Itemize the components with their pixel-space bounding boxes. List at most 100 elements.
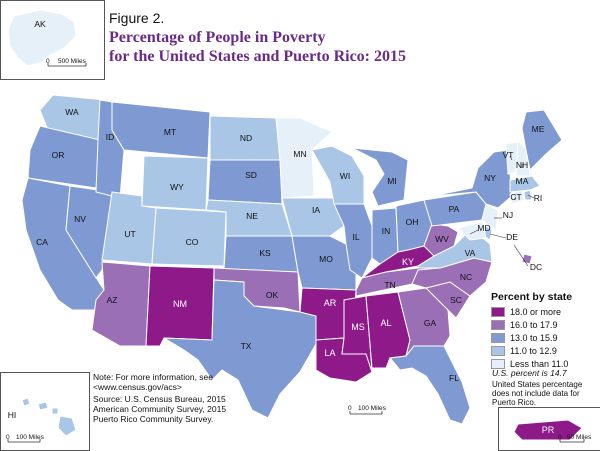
label-TX: TX: [241, 341, 252, 351]
label-GA: GA: [424, 318, 437, 328]
label-MD: MD: [477, 223, 490, 233]
main-scale-value: 100 Miles: [358, 405, 386, 412]
state-MA[interactable]: [509, 175, 541, 193]
state-ME[interactable]: [521, 109, 563, 172]
legend-swatch: [491, 346, 505, 356]
legend-swatch: [491, 307, 505, 317]
label-PR: PR: [542, 425, 555, 435]
main-scale-zero: 0: [348, 405, 352, 412]
legend-label: 16.0 to 17.9: [510, 320, 558, 330]
legend-item: Less than 11.0: [491, 358, 596, 370]
label-RI: RI: [534, 193, 543, 203]
source-line-3: Puerto Rico Community Survey.: [93, 414, 214, 424]
state-SD[interactable]: [207, 159, 283, 205]
label-FL: FL: [449, 373, 459, 383]
ak-scale-zero: 0: [46, 58, 50, 65]
source-line-2: American Community Survey, 2015: [93, 404, 227, 414]
label-WI: WI: [340, 171, 350, 181]
state-MI[interactable]: [351, 147, 409, 207]
label-KS: KS: [259, 248, 271, 258]
hi-scale-zero: 0: [6, 434, 10, 441]
label-MA: MA: [516, 176, 529, 186]
source-note: Source: U.S. Census Bureau, 2015 America…: [93, 394, 293, 424]
label-VT: VT: [503, 150, 514, 160]
label-UT: UT: [124, 229, 135, 239]
label-NE: NE: [246, 211, 258, 221]
label-ME: ME: [532, 124, 545, 134]
label-OR: OR: [52, 150, 65, 160]
label-IN: IN: [382, 226, 391, 236]
label-NC: NC: [460, 272, 472, 282]
label-WA: WA: [65, 107, 79, 117]
label-PA: PA: [449, 204, 460, 214]
label-NY: NY: [484, 173, 496, 183]
label-WV: WV: [435, 234, 449, 244]
label-IL: IL: [352, 232, 359, 242]
label-NM: NM: [173, 299, 187, 309]
legend: Percent by state 18.0 or more 16.0 to 17…: [491, 291, 596, 371]
hi-scale-value: 100 Miles: [16, 434, 44, 441]
source-line-1: Source: U.S. Census Bureau, 2015: [93, 394, 226, 404]
label-MN: MN: [293, 149, 306, 159]
legend-label: Less than 11.0: [510, 359, 569, 369]
state-MO[interactable]: [291, 235, 357, 291]
pr-scale-value: 50 Miles: [567, 434, 592, 441]
label-SC: SC: [450, 295, 462, 305]
state-DC[interactable]: [521, 253, 533, 265]
label-WY: WY: [170, 182, 184, 192]
state-HI[interactable]: [21, 397, 77, 437]
label-OH: OH: [406, 217, 419, 227]
state-NJ[interactable]: [481, 203, 499, 231]
label-HI: HI: [8, 410, 17, 420]
label-MO: MO: [319, 254, 333, 264]
legend-item: 11.0 to 12.9: [491, 345, 596, 357]
state-FL[interactable]: [389, 345, 471, 425]
legend-label: 13.0 to 15.9: [510, 333, 558, 343]
state-labels: AK WA OR CA ID NV MT WY UT AZ CO NM ND S…: [8, 19, 555, 435]
label-MS: MS: [351, 322, 365, 332]
label-AZ: AZ: [107, 295, 118, 305]
legend-item: 18.0 or more: [491, 306, 596, 318]
state-PR[interactable]: [513, 419, 583, 441]
state-MT[interactable]: [111, 101, 211, 159]
pr-scale-zero: 0: [558, 434, 562, 441]
state-WI[interactable]: [311, 145, 365, 205]
label-ND: ND: [240, 133, 252, 143]
us-percent-note: U.S. percent is 14.7: [492, 368, 567, 378]
label-VA: VA: [465, 248, 476, 258]
label-TN: TN: [384, 280, 395, 290]
state-OR[interactable]: [27, 125, 101, 189]
state-NH[interactable]: [515, 138, 531, 177]
label-ID: ID: [106, 132, 115, 142]
state-MN[interactable]: [275, 117, 333, 199]
label-MT: MT: [164, 127, 176, 137]
map-title: Percentage of People in Poverty for the …: [109, 28, 439, 66]
legend-item: 16.0 to 17.9: [491, 319, 596, 331]
legend-swatch: [491, 320, 505, 330]
state-VA[interactable]: [417, 233, 493, 269]
puerto-rico-note: United States percentage does not includ…: [492, 380, 583, 407]
label-KY: KY: [402, 257, 414, 267]
label-NJ: NJ: [503, 210, 513, 220]
legend-swatch: [491, 359, 505, 369]
legend-title: Percent by state: [491, 291, 573, 303]
label-AL: AL: [380, 318, 391, 328]
label-CO: CO: [186, 237, 199, 247]
label-DE: DE: [506, 232, 518, 242]
label-OK: OK: [266, 290, 279, 300]
state-IA[interactable]: [281, 197, 345, 237]
state-MD[interactable]: [457, 221, 487, 241]
state-AZ[interactable]: [91, 261, 151, 347]
legend-label: 11.0 to 12.9: [510, 346, 557, 356]
figure-label: Figure 2.: [109, 10, 165, 26]
label-CA: CA: [36, 237, 48, 247]
label-MI: MI: [387, 176, 396, 186]
info-note: Note: For more information, see <www.cen…: [93, 372, 213, 392]
label-AK: AK: [34, 19, 46, 29]
legend-item: 13.0 to 15.9: [491, 332, 596, 344]
legend-label: 18.0 or more: [510, 307, 562, 317]
legend-swatch: [491, 333, 505, 343]
label-AR: AR: [324, 298, 337, 308]
state-AK[interactable]: [7, 9, 77, 67]
